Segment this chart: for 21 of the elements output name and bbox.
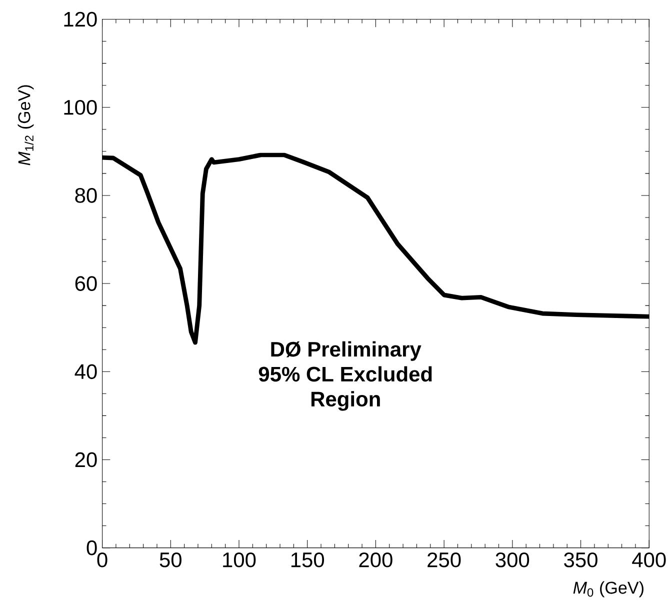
annotation: DØ Preliminary xyxy=(271,341,422,361)
annotation: Region xyxy=(311,391,380,411)
x-tick-label: 50 xyxy=(160,552,182,568)
x-tick-label: 150 xyxy=(291,552,324,568)
y-tick-label: 120 xyxy=(64,12,97,27)
y-tick-label: 60 xyxy=(75,276,97,292)
y-tick-label: 20 xyxy=(75,452,97,468)
y-tick-label: 80 xyxy=(75,188,97,203)
x-tick-label: 0 xyxy=(97,552,108,568)
y-tick-label: 40 xyxy=(74,364,97,380)
x-tick-label: 300 xyxy=(496,552,530,568)
x-tick-label: 100 xyxy=(223,552,256,568)
annotation: 95% CL Excluded xyxy=(258,366,432,382)
y-tick-label: 100 xyxy=(64,100,97,115)
x-tick-label: 200 xyxy=(359,552,392,568)
y-tick-label: 0 xyxy=(86,540,97,556)
x-tick-label: 250 xyxy=(428,552,461,568)
y-axis-title: M$_{1/2}$ (GeV) xyxy=(18,85,34,166)
x-tick-label: 350 xyxy=(564,552,598,568)
x-axis-title: M$_{0}$ (GeV) xyxy=(573,581,644,598)
x-tick-label: 400 xyxy=(632,552,666,568)
